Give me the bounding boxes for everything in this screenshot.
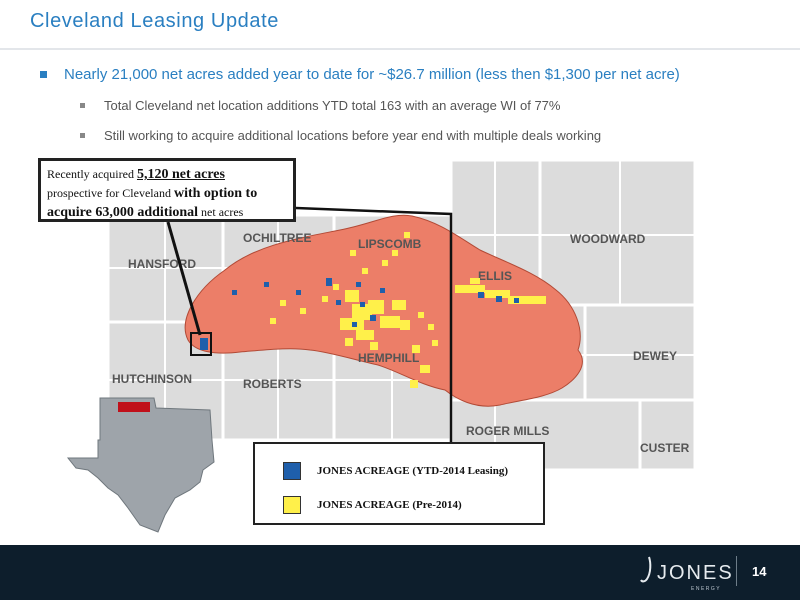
county-label: OCHILTREE [243, 231, 311, 245]
sub-bullet-square-icon [80, 103, 85, 108]
callout-line-1-prefix: Recently acquired [47, 167, 137, 181]
callout-line-3-suffix: net acres [198, 204, 244, 219]
footer-bar [0, 545, 800, 600]
county-label: HANSFORD [128, 257, 196, 271]
legend-pre2014-label: JONES ACREAGE (Pre-2014) [317, 499, 462, 511]
title-divider [0, 48, 800, 50]
county-label: ELLIS [478, 269, 512, 283]
jones-logo-icon [640, 556, 652, 583]
bullet-square-icon [40, 71, 47, 78]
callout-net-acres: 5,120 net acres [136, 167, 225, 182]
callout-line-2-prefix: prospective for Cleveland [47, 185, 174, 200]
ytd-acreage [200, 278, 519, 350]
county-map: HANSFORD OCHILTREE LIPSCOMB WOODWARD ELL… [66, 158, 697, 533]
callout-line-1: Recently acquired 5,120 net acres [47, 166, 287, 185]
page-number: 14 [752, 564, 767, 579]
slide-title: Cleveland Leasing Update [30, 10, 280, 32]
legend-pre2014-swatch [283, 496, 301, 514]
pre2014-acreage [270, 232, 546, 388]
recent-acquisition-box [190, 332, 212, 356]
sub-bullet-2-text: Still working to acquire additional loca… [104, 128, 602, 143]
county-label: LIPSCOMB [358, 237, 422, 251]
logo-text: JONES [657, 562, 734, 584]
logo-subtext: ENERGY [691, 586, 722, 592]
footer-divider [736, 556, 737, 586]
county-label: HEMPHILL [358, 351, 419, 365]
sub-bullet-square-icon [80, 133, 85, 138]
acquisition-callout: Recently acquired 5,120 net acres prospe… [38, 158, 296, 222]
map-legend: JONES ACREAGE (YTD-2014 Leasing) JONES A… [253, 442, 545, 525]
callout-additional-acres: acquire 63,000 additional [47, 204, 199, 220]
main-bullet-text: Nearly 21,000 net acres added year to da… [64, 66, 680, 83]
county-label: HUTCHINSON [112, 372, 192, 386]
legend-ytd-label: JONES ACREAGE (YTD-2014 Leasing) [317, 465, 508, 477]
county-label: ROGER MILLS [466, 424, 549, 438]
sub-bullet-1-text: Total Cleveland net location additions Y… [104, 98, 561, 113]
county-label: ROBERTS [243, 377, 302, 391]
county-label: CUSTER [640, 441, 690, 455]
county-label: DEWEY [633, 349, 677, 363]
callout-option-text: with option to [173, 185, 258, 201]
callout-line-2: prospective for Cleveland with option to [47, 185, 287, 204]
county-label: WOODWARD [570, 232, 646, 246]
texas-oklahoma-inset [66, 397, 215, 533]
legend-ytd-swatch [283, 462, 301, 480]
option-area-outline [295, 206, 453, 442]
callout-line-3: acquire 63,000 additional net acres [47, 204, 287, 223]
county-custer [638, 398, 697, 472]
callout-pointer-line [166, 221, 202, 336]
